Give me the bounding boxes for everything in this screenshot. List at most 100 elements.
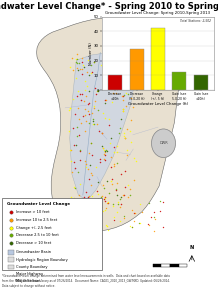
- Point: [110, 99, 114, 104]
- Point: [105, 149, 108, 154]
- Text: DWR: DWR: [159, 141, 168, 145]
- Point: [133, 211, 136, 215]
- Point: [121, 98, 125, 103]
- Point: [77, 88, 80, 93]
- Point: [72, 200, 75, 204]
- Point: [102, 157, 106, 162]
- Point: [107, 123, 111, 128]
- Title: Groundwater Level Change: Spring 2010-Spring 2013: Groundwater Level Change: Spring 2010-Sp…: [106, 11, 211, 15]
- Point: [74, 206, 77, 211]
- Point: [79, 148, 82, 153]
- Point: [130, 207, 134, 212]
- Point: [103, 101, 106, 106]
- Point: [102, 196, 106, 201]
- Point: [69, 159, 73, 164]
- Point: [75, 56, 79, 61]
- Point: [106, 200, 110, 204]
- Point: [126, 92, 130, 97]
- Point: [129, 140, 133, 145]
- Point: [109, 164, 112, 169]
- Point: [111, 201, 115, 206]
- Point: [80, 66, 84, 71]
- Text: Decrease 2.5 to 10 feet: Decrease 2.5 to 10 feet: [16, 233, 59, 237]
- Point: [71, 125, 75, 130]
- Point: [71, 56, 74, 61]
- Point: [96, 87, 100, 92]
- Point: [101, 146, 104, 151]
- Point: [104, 97, 108, 102]
- Point: [130, 225, 134, 230]
- Point: [96, 107, 100, 112]
- Point: [103, 153, 106, 158]
- Point: [89, 63, 92, 68]
- Point: [87, 121, 91, 125]
- Point: [73, 196, 76, 201]
- Point: [92, 60, 95, 64]
- Point: [103, 85, 107, 90]
- Point: [80, 71, 84, 76]
- Point: [71, 67, 75, 72]
- Point: [102, 74, 105, 78]
- Point: [109, 57, 113, 62]
- Point: [106, 224, 109, 229]
- Point: [153, 215, 156, 220]
- Point: [88, 207, 92, 212]
- X-axis label: Groundwater Level Change (ft): Groundwater Level Change (ft): [128, 102, 188, 106]
- Point: [123, 185, 126, 190]
- Point: [89, 140, 92, 145]
- Point: [96, 192, 100, 197]
- Point: [75, 61, 79, 65]
- Point: [113, 78, 116, 83]
- Point: [85, 69, 88, 74]
- Point: [67, 128, 70, 133]
- Point: [68, 106, 72, 110]
- Point: [116, 87, 119, 92]
- Point: [119, 116, 123, 121]
- Point: [99, 63, 102, 68]
- Point: [75, 52, 79, 56]
- Point: [129, 118, 133, 123]
- Point: [78, 182, 81, 187]
- Point: [128, 186, 132, 191]
- Point: [118, 218, 121, 223]
- Point: [152, 229, 156, 233]
- Point: [74, 76, 77, 81]
- Point: [114, 188, 118, 193]
- Point: [96, 207, 99, 212]
- Point: [73, 166, 77, 170]
- Polygon shape: [37, 17, 184, 232]
- Point: [103, 148, 106, 153]
- Point: [111, 91, 115, 96]
- Point: [100, 130, 104, 135]
- Point: [73, 160, 76, 164]
- Text: Change +/- 2.5 feet: Change +/- 2.5 feet: [16, 226, 52, 230]
- Point: [140, 210, 144, 214]
- Point: [76, 134, 79, 139]
- Point: [100, 194, 104, 198]
- Point: [125, 153, 128, 158]
- Text: *Groundwater level change determined from water level measurements in wells.  Da: *Groundwater level change determined fro…: [2, 274, 170, 287]
- Point: [116, 199, 120, 204]
- Point: [108, 54, 111, 59]
- Point: [121, 78, 125, 82]
- Point: [121, 93, 124, 98]
- Point: [87, 100, 90, 105]
- Text: Total Stations: 2,502: Total Stations: 2,502: [181, 19, 211, 23]
- Point: [90, 173, 94, 178]
- Bar: [8, 250, 14, 255]
- Point: [75, 60, 78, 64]
- Y-axis label: Number (N): Number (N): [89, 42, 93, 65]
- Point: [68, 106, 72, 111]
- Circle shape: [152, 129, 175, 158]
- Point: [124, 91, 128, 95]
- Point: [110, 182, 114, 186]
- Point: [83, 112, 86, 117]
- Point: [133, 68, 136, 72]
- Point: [94, 165, 98, 170]
- Bar: [161, 264, 170, 266]
- Point: [68, 208, 72, 212]
- Point: [104, 206, 107, 210]
- Point: [86, 101, 90, 106]
- Point: [112, 162, 116, 167]
- Point: [117, 59, 121, 64]
